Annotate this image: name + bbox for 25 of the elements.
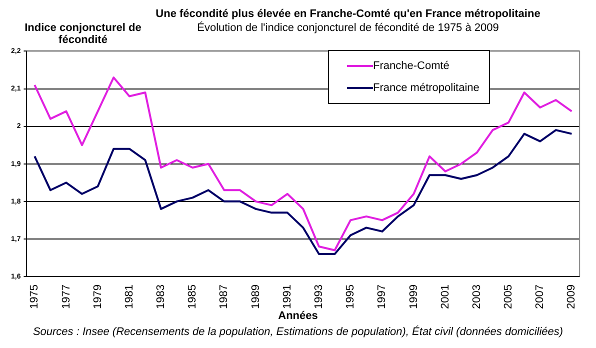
x-tick-label: 1997 bbox=[376, 284, 388, 310]
x-tick-label: 1995 bbox=[344, 284, 357, 310]
x-tick-label: 2003 bbox=[470, 284, 483, 310]
legend-label: Franche-Comté bbox=[373, 60, 450, 72]
x-tick-label: 1979 bbox=[92, 284, 104, 310]
x-tick-label: 1987 bbox=[218, 284, 230, 310]
x-tick-label: 1999 bbox=[408, 284, 420, 310]
x-tick-label: 1977 bbox=[60, 284, 72, 310]
x-tick-label: 1991 bbox=[281, 284, 294, 310]
x-axis-title: Années bbox=[277, 310, 319, 322]
legend-label: France métropolitaine bbox=[373, 82, 480, 94]
chart-subtitle: Évolution de l'indice conjoncturel de fécondité de 1975 à 2009 bbox=[197, 22, 499, 34]
y-axis-title: Indice conjoncturel de fécondité bbox=[24, 22, 142, 46]
chart-title: Une fécondité plus élevée en Franche-Comté qu'en France métropolitaine bbox=[154, 8, 542, 20]
x-tick-label: 1983 bbox=[155, 284, 168, 310]
x-tick-label: 2009 bbox=[566, 284, 578, 310]
x-tick-label: 1993 bbox=[312, 284, 325, 310]
x-tick-label: 1981 bbox=[123, 284, 136, 310]
x-tick-label: 2005 bbox=[502, 284, 515, 310]
source-note: Sources : Insee (Recensements de la population, Estimations de population), État civil (données domiciliées) bbox=[32, 326, 564, 338]
x-tick-label: 1989 bbox=[250, 284, 262, 310]
x-tick-label: 2001 bbox=[439, 284, 452, 310]
x-tick-label: 2007 bbox=[534, 284, 546, 310]
x-tick-label: 1975 bbox=[28, 284, 41, 310]
x-tick-label: 1985 bbox=[186, 284, 199, 310]
